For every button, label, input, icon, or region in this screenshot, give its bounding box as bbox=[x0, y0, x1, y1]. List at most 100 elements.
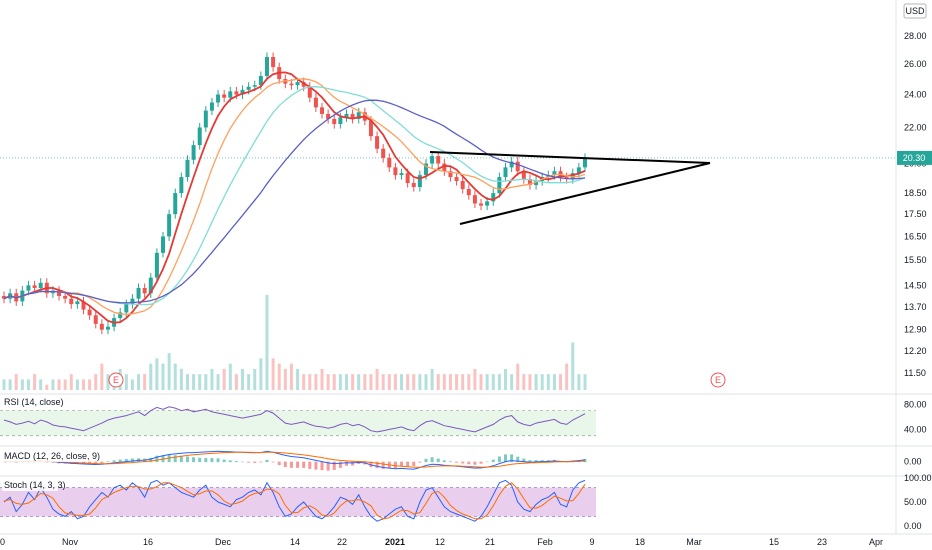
candle-body bbox=[258, 76, 263, 86]
macd-histogram-bar bbox=[289, 461, 293, 468]
volume-bar bbox=[124, 374, 128, 390]
macd-histogram-bar bbox=[179, 455, 183, 463]
moving-average-line bbox=[3, 78, 586, 316]
candle-body bbox=[436, 156, 441, 164]
volume-bar bbox=[577, 374, 581, 390]
volume-bar bbox=[406, 374, 410, 390]
time-axis-label: Apr bbox=[869, 537, 883, 547]
macd-histogram-bar bbox=[314, 461, 318, 470]
currency-badge[interactable]: USD bbox=[903, 3, 927, 19]
macd-histogram-bar bbox=[369, 461, 373, 468]
macd-histogram-bar bbox=[491, 459, 495, 463]
macd-histogram-bar bbox=[406, 461, 410, 467]
volume-bar bbox=[57, 379, 61, 390]
candle-body bbox=[375, 136, 380, 149]
candle-body bbox=[411, 182, 416, 188]
volume-bar bbox=[265, 295, 269, 390]
earnings-marker bbox=[710, 372, 726, 388]
candle-body bbox=[356, 112, 361, 119]
candle-body bbox=[271, 56, 276, 68]
candle-body bbox=[485, 201, 490, 206]
rsi-label: RSI (14, close) bbox=[4, 397, 64, 407]
volume-bar bbox=[534, 374, 538, 390]
volume-bar bbox=[467, 374, 471, 390]
volume-bar bbox=[510, 374, 514, 390]
stoch-band bbox=[0, 487, 596, 517]
candle-body bbox=[105, 326, 110, 330]
time-axis-label: Nov bbox=[62, 537, 79, 547]
macd-histogram-bar bbox=[106, 461, 110, 463]
macd-histogram-bar bbox=[326, 461, 330, 471]
candle-body bbox=[381, 148, 386, 158]
volume-bar bbox=[179, 368, 183, 390]
macd-histogram-bar bbox=[448, 461, 452, 463]
macd-histogram-bar bbox=[277, 461, 281, 465]
macd-histogram-bar bbox=[210, 458, 214, 463]
time-axis-label: Dec bbox=[215, 537, 232, 547]
stoch-tick-label: 50.00 bbox=[904, 497, 927, 507]
volume-bar bbox=[198, 374, 202, 390]
macd-histogram-bar bbox=[497, 456, 501, 463]
volume-bar bbox=[461, 374, 465, 390]
macd-histogram-bar bbox=[222, 459, 226, 463]
volume-bar bbox=[137, 374, 141, 390]
candle-body bbox=[460, 181, 465, 190]
volume-bar bbox=[283, 368, 287, 390]
price-candles bbox=[2, 52, 587, 335]
macd-histogram-bar bbox=[424, 458, 428, 463]
candle-body bbox=[136, 287, 141, 299]
candle-body bbox=[154, 252, 159, 278]
volume-bar bbox=[271, 358, 275, 390]
volume-bar bbox=[234, 374, 238, 390]
candle-body bbox=[93, 315, 98, 324]
macd-histogram-bar bbox=[173, 455, 177, 463]
macd-histogram-bar bbox=[442, 460, 446, 463]
candle-body bbox=[197, 127, 202, 146]
macd-histogram-bar bbox=[283, 461, 287, 468]
macd-histogram-bar bbox=[271, 461, 275, 463]
time-axis-label: Mar bbox=[686, 537, 702, 547]
trendline bbox=[459, 162, 711, 225]
macd-histogram-bar bbox=[503, 454, 507, 463]
candle-body bbox=[246, 86, 251, 90]
macd-histogram-bar bbox=[381, 461, 385, 469]
candle-body bbox=[240, 89, 245, 95]
macd-legend[interactable]: MACD (12, 26, close, 9) bbox=[2, 450, 100, 462]
candle-body bbox=[130, 298, 135, 305]
macd-histogram-bar bbox=[118, 459, 122, 463]
volume-bar bbox=[2, 379, 6, 390]
macd-histogram-bar bbox=[375, 461, 379, 469]
volume-bar bbox=[497, 374, 501, 390]
macd-histogram-bar bbox=[338, 461, 342, 468]
macd-signal-line bbox=[3, 451, 586, 468]
candle-body bbox=[99, 323, 104, 330]
trendlines[interactable] bbox=[429, 151, 711, 225]
candle-body bbox=[87, 309, 92, 316]
stoch-legend[interactable]: Stoch (14, 3, 3) bbox=[2, 479, 66, 491]
candle-body bbox=[399, 173, 404, 176]
volume-bar bbox=[143, 374, 147, 390]
macd-histogram-bar bbox=[198, 457, 202, 463]
macd-histogram-bar bbox=[296, 461, 300, 468]
volume-bar bbox=[45, 384, 49, 390]
volume-bar bbox=[455, 374, 459, 390]
macd-histogram-bar bbox=[393, 461, 397, 469]
rsi-legend[interactable]: RSI (14, close) bbox=[2, 396, 64, 408]
volume-bar bbox=[69, 374, 73, 390]
volume-bar bbox=[216, 374, 220, 390]
volume-bar bbox=[559, 374, 563, 390]
volume-bar bbox=[20, 379, 24, 390]
volume-bar bbox=[51, 379, 55, 390]
candle-body bbox=[295, 82, 300, 86]
candle-body bbox=[222, 94, 227, 98]
volume-bar bbox=[259, 358, 263, 390]
candle-body bbox=[57, 290, 62, 296]
moving-average-line bbox=[3, 99, 586, 304]
volume-bar bbox=[106, 374, 110, 390]
volume-bar bbox=[528, 374, 532, 390]
volume-bar bbox=[491, 374, 495, 390]
currency-label: USD bbox=[905, 6, 925, 16]
candle-body bbox=[69, 298, 74, 305]
